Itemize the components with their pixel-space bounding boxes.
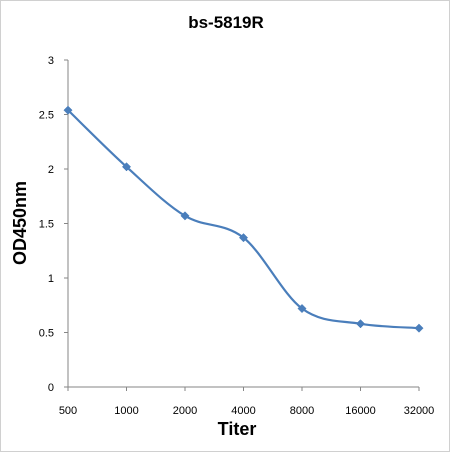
y-tick-label: 0 [48, 382, 54, 394]
x-tick-label: 32000 [404, 405, 435, 417]
chart-title: bs-5819R [188, 13, 264, 32]
data-point [63, 105, 73, 115]
x-tick-label: 1000 [114, 405, 138, 417]
series-line [67, 109, 420, 330]
y-axis: 0 0.5 1 1.5 2 2.5 3 [39, 55, 69, 394]
y-tick-label: 1.5 [39, 219, 54, 231]
y-tick-label: 1 [48, 273, 54, 285]
data-point [238, 233, 249, 243]
x-tick-label: 8000 [290, 405, 314, 417]
series-group [63, 105, 424, 333]
x-axis: 500 1000 2000 4000 8000 16000 32000 [59, 386, 435, 417]
data-point [355, 319, 366, 329]
y-tick-label: 2 [48, 164, 54, 176]
data-point [121, 162, 132, 172]
y-tick-label: 3 [48, 55, 54, 67]
x-axis-title: Titer [218, 419, 257, 439]
y-axis-title: OD450nm [10, 181, 30, 265]
data-point [180, 211, 190, 221]
x-tick-label: 4000 [231, 405, 255, 417]
x-tick-label: 2000 [173, 405, 197, 417]
data-point [297, 303, 307, 314]
y-tick-label: 0.5 [39, 328, 54, 340]
x-tick-label: 500 [59, 405, 77, 417]
x-tick-label: 16000 [345, 405, 376, 417]
y-tick-label: 2.5 [39, 110, 54, 122]
data-point [414, 323, 424, 333]
